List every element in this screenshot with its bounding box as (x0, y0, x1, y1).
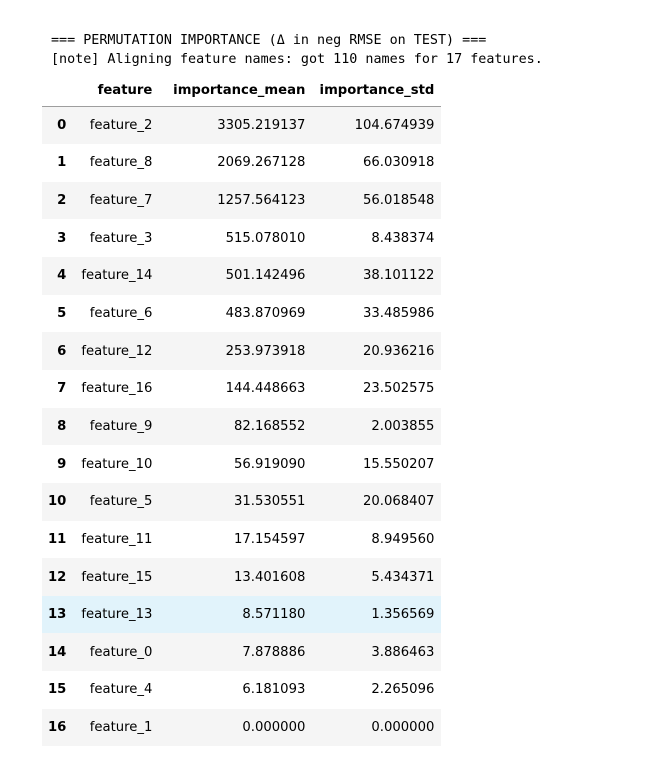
row-index: 11 (48, 531, 67, 547)
feature-cell: feature_15 (81, 569, 153, 585)
importance-std-cell: 15.550207 (363, 456, 435, 472)
importance-std-cell: 1.356569 (371, 607, 435, 623)
importance-mean-cell: 82.168552 (234, 418, 306, 434)
importance-mean-cell: 501.142496 (225, 268, 306, 284)
importance-std-cell: 23.502575 (363, 381, 435, 397)
importance-mean-cell: 144.448663 (225, 381, 306, 397)
importance-mean-cell: 1257.564123 (217, 193, 306, 209)
column-header-feature: feature (72, 75, 160, 107)
feature-cell: feature_16 (81, 381, 153, 397)
row-index: 7 (57, 381, 67, 397)
row-index: 8 (57, 418, 67, 434)
index-header (42, 75, 73, 107)
importance-mean-cell: 2069.267128 (217, 155, 306, 171)
table-header: feature importance_mean importance_std (42, 75, 442, 107)
table-row: 13 feature_13 8.571180 1.356569 (42, 595, 442, 634)
importance-std-cell: 20.936216 (363, 343, 435, 359)
row-index: 5 (57, 306, 67, 322)
table-row: 4 feature_14 501.142496 38.101122 (42, 257, 442, 295)
stdout-note-line: [note] Aligning feature names: got 110 n… (51, 52, 543, 67)
feature-cell: feature_9 (89, 418, 153, 434)
row-index: 15 (48, 682, 67, 698)
importance-mean-cell: 6.181093 (242, 682, 306, 698)
feature-cell: feature_10 (81, 456, 153, 472)
importance-std-cell: 104.674939 (354, 118, 435, 134)
feature-cell: feature_1 (89, 720, 153, 736)
table-row: 12 feature_15 13.401608 5.434371 (42, 558, 442, 596)
table-row: 5 feature_6 483.870969 33.485986 (42, 295, 441, 333)
importance-mean-cell: 483.870969 (225, 306, 306, 322)
importance-std-cell: 0.000000 (371, 720, 435, 736)
table-row: 15 feature_4 6.181093 2.265096 (42, 671, 441, 709)
column-header-importance-std: importance_std (312, 75, 442, 107)
dataframe-output: feature importance_mean importance_std 0… (42, 75, 442, 747)
importance-mean-cell: 17.154597 (234, 531, 306, 547)
feature-cell: feature_0 (89, 644, 153, 660)
importance-std-cell: 5.434371 (371, 569, 435, 585)
importance-mean-cell: 3305.219137 (217, 118, 306, 134)
header-row: feature importance_mean importance_std (42, 75, 442, 107)
table-body: 0 feature_2 3305.219137 104.674939 1 feature_… (42, 106, 442, 747)
row-index: 0 (57, 118, 67, 134)
importance-mean-cell: 515.078010 (225, 230, 306, 246)
row-index: 16 (48, 720, 67, 736)
column-header-importance-mean: importance_mean (159, 75, 313, 107)
table-row: 6 feature_12 253.973918 20.936216 (42, 332, 442, 370)
importance-std-cell: 8.438374 (371, 230, 435, 246)
stdout-header-line: === PERMUTATION IMPORTANCE (Δ in neg RMS… (51, 33, 487, 48)
feature-cell: feature_11 (81, 531, 153, 547)
row-index: 4 (57, 268, 67, 284)
row-index: 3 (57, 230, 67, 246)
table-row: 11 feature_11 17.154597 8.949560 (42, 521, 441, 559)
stdout-output: === PERMUTATION IMPORTANCE (Δ in neg RMS… (51, 31, 543, 69)
importance-mean-cell: 56.919090 (234, 456, 306, 472)
row-index: 9 (57, 456, 67, 472)
feature-cell: feature_12 (81, 343, 153, 359)
feature-cell: feature_8 (89, 155, 153, 171)
feature-cell: feature_7 (89, 193, 153, 209)
importance-std-cell: 3.886463 (371, 644, 435, 660)
table-row: 3 feature_3 515.078010 8.438374 (42, 219, 441, 257)
importance-mean-cell: 13.401608 (234, 569, 306, 585)
importance-std-cell: 2.003855 (371, 418, 435, 434)
table-row: 0 feature_2 3305.219137 104.674939 (42, 106, 442, 145)
importance-mean-cell: 8.571180 (242, 607, 306, 623)
row-index: 10 (48, 494, 67, 510)
table-row: 8 feature_9 82.168552 2.003855 (42, 407, 442, 446)
table-row: 1 feature_8 2069.267128 66.030918 (42, 144, 441, 182)
table-row: 2 feature_7 1257.564123 56.018548 (42, 181, 442, 220)
table-row: 10 feature_5 31.530551 20.068407 (42, 482, 442, 521)
importance-std-cell: 66.030918 (363, 155, 435, 171)
importance-mean-cell: 7.878886 (242, 644, 306, 660)
row-index: 1 (57, 155, 67, 171)
feature-cell: feature_6 (89, 306, 153, 322)
dataframe-table: feature importance_mean importance_std 0… (42, 75, 442, 747)
table-row: 7 feature_16 144.448663 23.502575 (42, 370, 441, 408)
importance-std-cell: 8.949560 (371, 531, 435, 547)
row-index: 14 (48, 644, 67, 660)
row-index: 12 (48, 569, 67, 585)
feature-cell: feature_13 (81, 607, 153, 623)
importance-mean-cell: 31.530551 (234, 494, 306, 510)
feature-cell: feature_3 (89, 230, 153, 246)
table-row: 14 feature_0 7.878886 3.886463 (42, 633, 442, 672)
row-index: 6 (57, 343, 67, 359)
row-index: 13 (48, 607, 67, 623)
table-row: 16 feature_1 0.000000 0.000000 (42, 708, 442, 747)
importance-mean-cell: 0.000000 (242, 720, 306, 736)
feature-cell: feature_4 (89, 682, 153, 698)
feature-cell: feature_14 (81, 268, 153, 284)
importance-std-cell: 56.018548 (363, 193, 435, 209)
importance-mean-cell: 253.973918 (225, 343, 306, 359)
importance-std-cell: 20.068407 (363, 494, 435, 510)
importance-std-cell: 2.265096 (371, 682, 435, 698)
feature-cell: feature_5 (89, 494, 153, 510)
importance-std-cell: 38.101122 (363, 268, 435, 284)
feature-cell: feature_2 (89, 118, 153, 134)
row-index: 2 (57, 193, 67, 209)
importance-std-cell: 33.485986 (363, 306, 435, 322)
table-row: 9 feature_10 56.919090 15.550207 (42, 445, 441, 483)
